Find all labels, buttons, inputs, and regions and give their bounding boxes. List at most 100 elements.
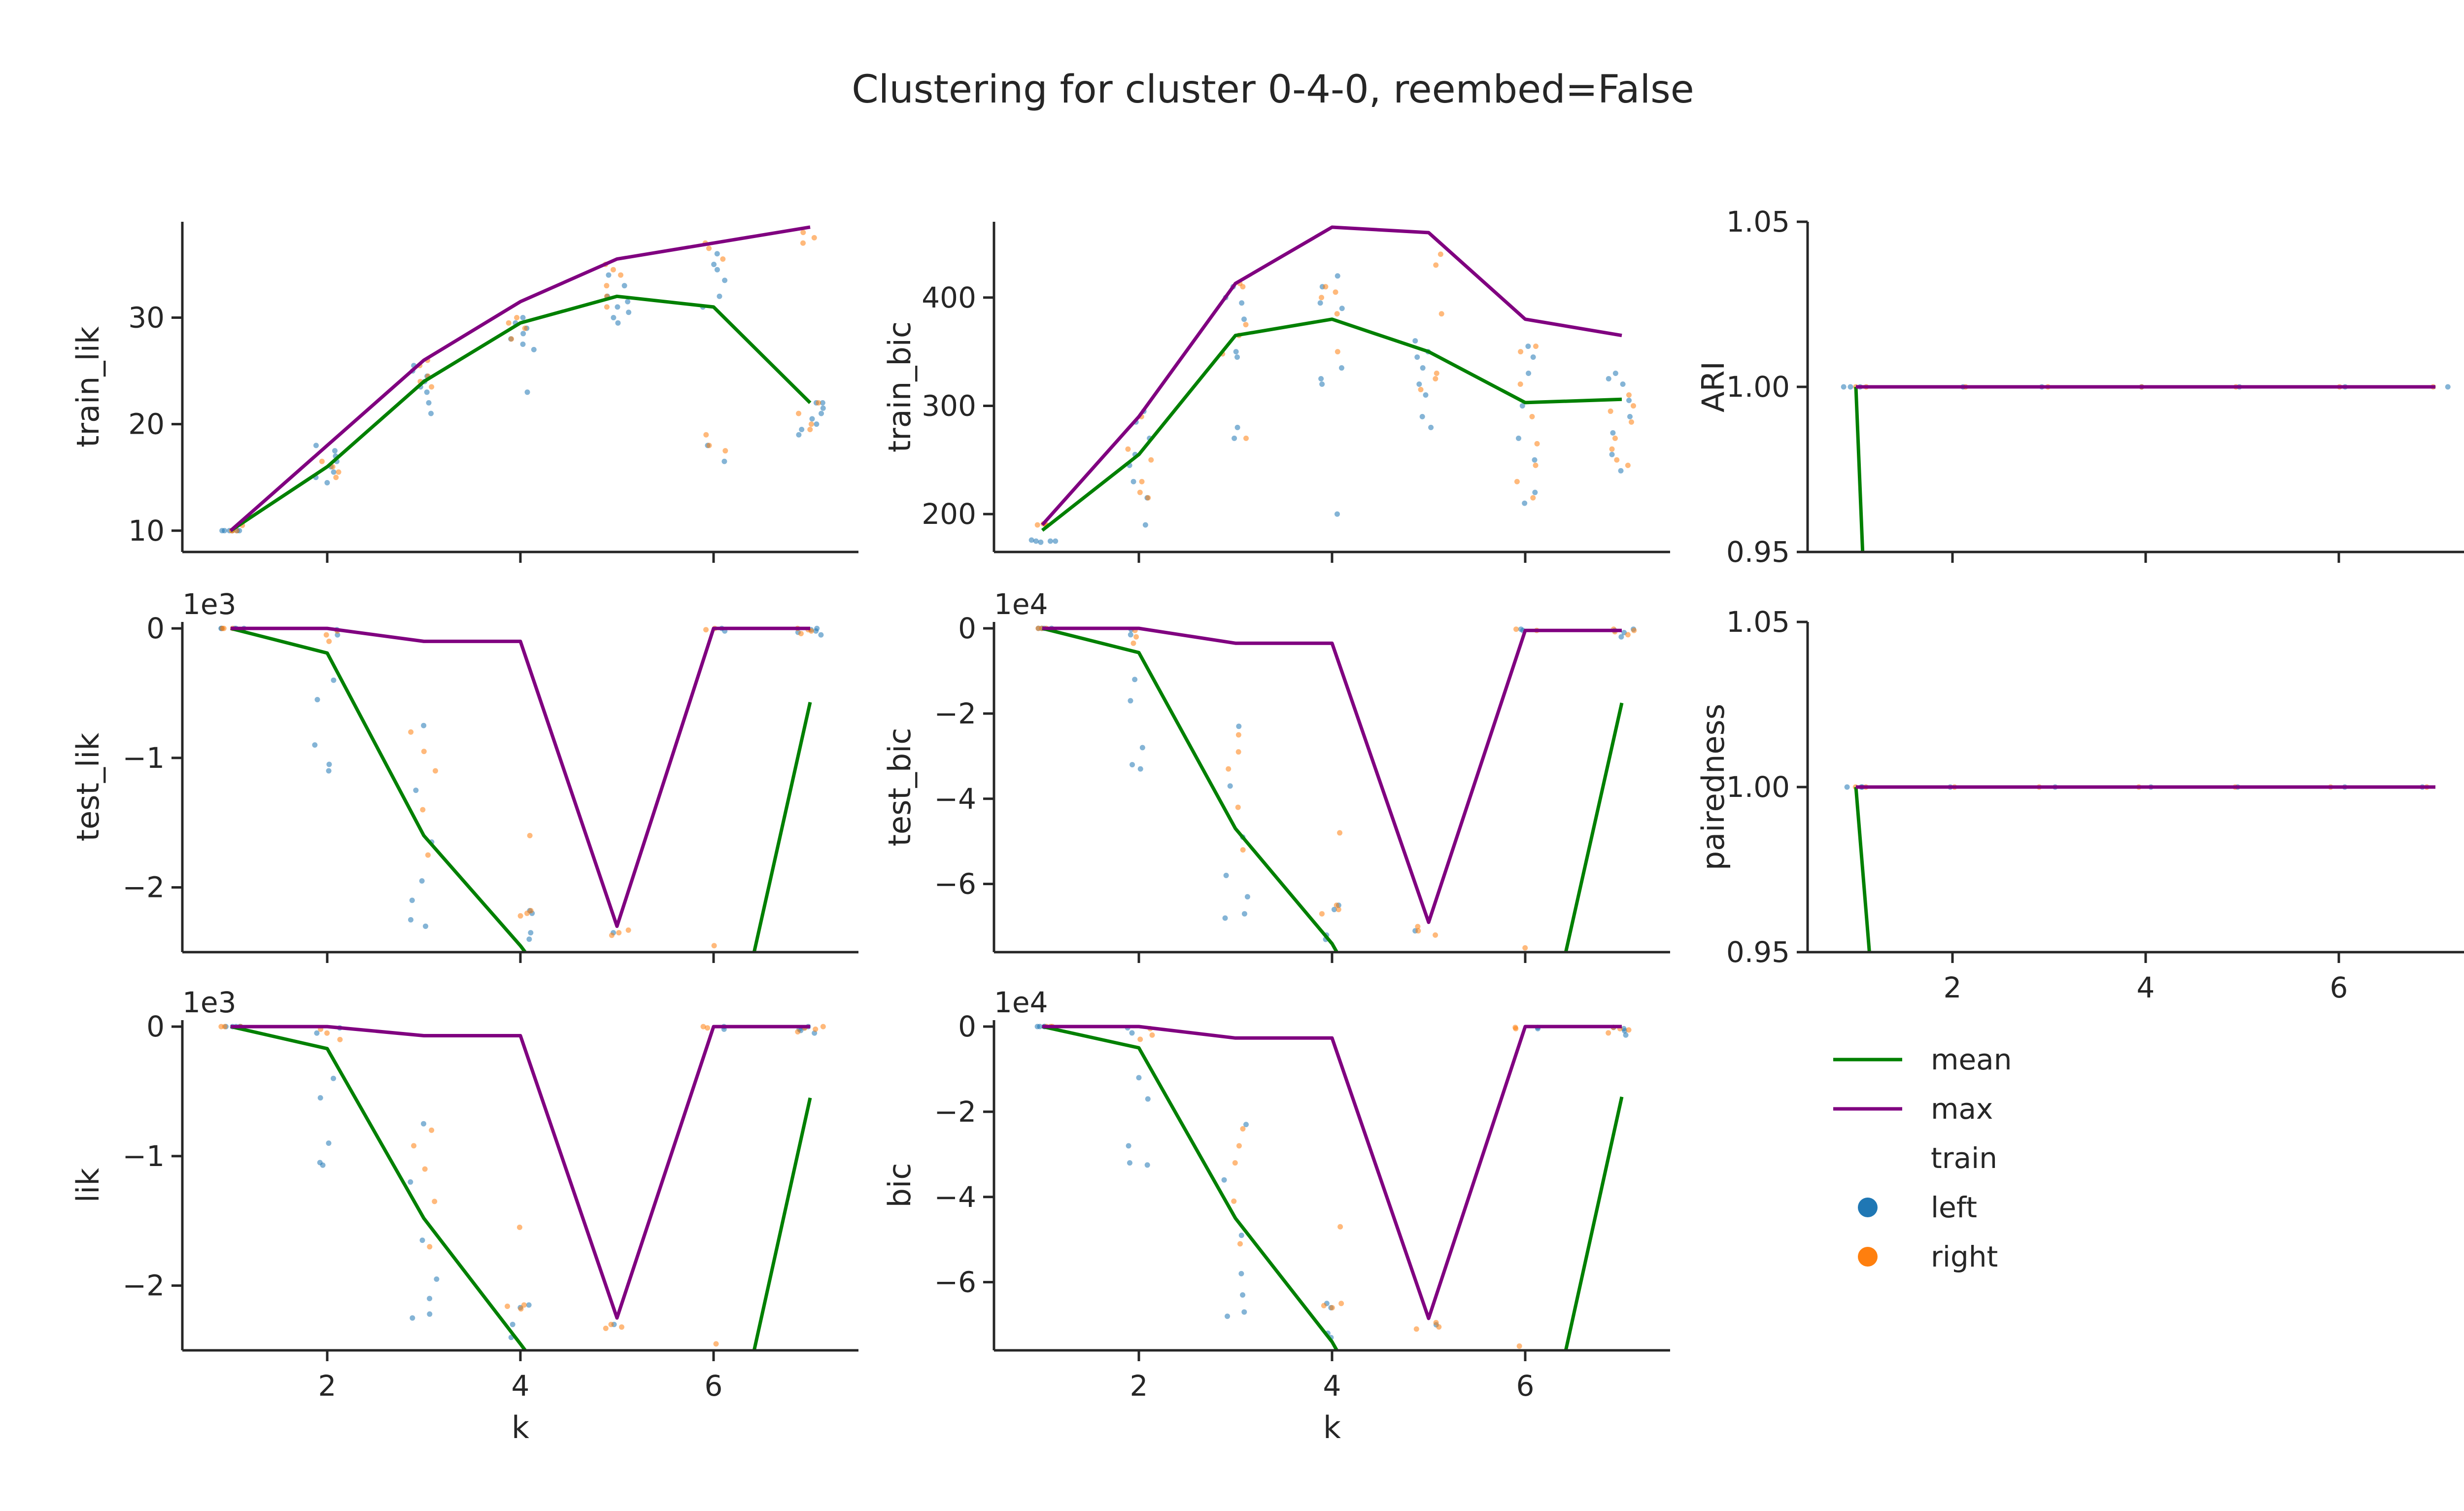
point-right [509,336,514,342]
point-left [814,421,820,427]
plot-area-ARI [1841,384,2451,552]
point-right [1240,1126,1246,1132]
point-left [1331,907,1337,913]
point-right [425,852,431,858]
point-left [1530,354,1536,360]
y-axis-label: lik [70,1168,106,1202]
point-right [1240,284,1246,290]
point-left [1612,371,1618,377]
point-left [1241,911,1247,917]
point-left [1319,381,1325,387]
point-left [1139,745,1145,751]
point-left [326,761,332,767]
point-left [427,1311,433,1317]
point-left [314,1030,320,1036]
point-right [706,443,712,448]
point-left [714,267,720,273]
point-right [1149,1032,1155,1038]
point-right [524,910,530,916]
legend-label: train [1931,1141,1997,1175]
point-right [522,325,528,331]
point-left [531,346,537,352]
point-right [1235,732,1241,738]
point-left [1144,1162,1150,1168]
point-right [1137,1036,1143,1042]
series-line-mean [230,1025,527,1350]
point-left [1518,626,1524,632]
subplot-train_lik: 10 20 30 train_lik [70,222,858,563]
point-right [427,1244,433,1250]
point-right [422,1166,428,1172]
point-left [1034,1024,1040,1030]
point-right [616,930,622,936]
point-left [796,432,802,438]
point-right [1433,932,1438,938]
point-left [611,315,616,321]
plot-area-train_lik [219,225,826,534]
point-right [1323,284,1329,290]
point-left [520,315,526,321]
point-left [1526,371,1532,377]
point-left [1532,489,1538,495]
point-left [1053,538,1059,544]
point-right [808,421,814,427]
y-tick-label: −1 [123,741,165,775]
point-right [1534,441,1540,446]
point-left [1618,468,1624,474]
point-right [518,1306,524,1312]
point-left [820,400,825,406]
point-right [1319,911,1325,917]
point-right [319,458,325,464]
series-line-mean [230,626,527,952]
y-axis-label: test_bic [882,728,918,847]
point-right [800,240,806,246]
series-line-max [231,626,810,928]
point-left [818,632,824,638]
point-left [1033,538,1039,544]
point-right [221,625,227,631]
subplot-ARI: 0.95 1.00 1.05 ARI [1695,205,2464,569]
point-left [1129,762,1135,768]
point-right [1438,311,1444,317]
point-left [421,722,427,728]
point-left [317,1095,323,1101]
point-left [331,677,337,683]
point-left [1414,354,1420,360]
point-left [1335,273,1340,279]
point-right [1130,640,1136,646]
series-line-max [1042,1025,1622,1320]
point-left [1516,435,1522,441]
y-tick-label: 10 [128,514,165,548]
point-left [1522,500,1528,506]
series-line-mean [1042,1025,1338,1350]
x-axis-label: k [512,1409,529,1445]
y-tick-label: 0 [958,612,976,645]
legend-dot-swatch [1858,1247,1878,1267]
point-right [1609,446,1615,452]
point-right [1626,1027,1632,1033]
subplot-pairedness: 0.95 1.00 1.05 2 4 6 pairedness [1695,605,2464,1004]
point-right [722,448,728,454]
point-left [1225,1313,1231,1319]
point-right [1226,766,1232,772]
point-right [1334,902,1339,908]
y-tick-label: 0.95 [1726,935,1790,969]
point-right [1415,924,1421,929]
point-right [1514,479,1520,484]
x-tick-label: 4 [1323,1369,1341,1403]
legend-label: mean [1931,1043,2012,1076]
point-right [1321,1303,1327,1308]
point-right [1337,1224,1343,1230]
point-left [1244,894,1250,900]
point-right [336,469,342,475]
point-right [703,627,709,633]
x-tick-label: 4 [2137,971,2155,1004]
point-right [604,304,610,310]
point-left [717,293,722,299]
point-left [413,788,419,793]
y-tick-label: 30 [128,301,165,335]
point-left [1621,1026,1627,1031]
point-left [330,1075,336,1081]
point-left [408,1179,413,1185]
